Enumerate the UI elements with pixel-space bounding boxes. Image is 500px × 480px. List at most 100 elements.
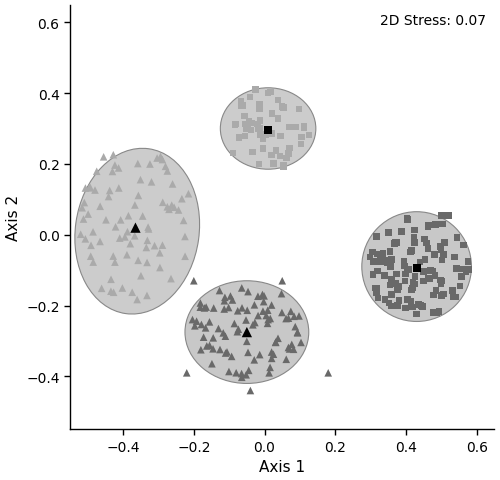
Point (243, 307, 251, 314)
Point (404, 296, 411, 304)
Point (241, 132, 249, 140)
Point (394, 283, 402, 291)
Point (184, 191, 192, 198)
Point (380, 257, 388, 265)
Point (449, 294, 457, 301)
Point (200, 304, 208, 312)
Point (435, 308, 443, 316)
Point (388, 291, 396, 299)
Point (209, 345, 217, 353)
Point (206, 342, 214, 349)
Point (229, 150, 237, 158)
Point (264, 307, 272, 314)
Point (228, 353, 235, 360)
Point (278, 290, 285, 298)
Point (256, 118, 264, 125)
Point (305, 132, 313, 140)
Point (429, 309, 437, 317)
Point (376, 255, 384, 263)
Point (242, 371, 250, 379)
Point (438, 278, 446, 286)
Point (431, 272, 439, 280)
Point (284, 315, 292, 323)
Point (110, 152, 118, 159)
Point (209, 334, 217, 342)
Point (402, 271, 409, 278)
Point (121, 234, 129, 241)
Point (220, 306, 228, 313)
Text: 2D Stress: 0.07: 2D Stress: 0.07 (380, 14, 486, 28)
Point (438, 292, 446, 300)
Point (112, 224, 120, 231)
Point (252, 86, 260, 94)
Point (251, 319, 259, 327)
Point (134, 257, 142, 264)
Point (286, 145, 294, 153)
Point (386, 248, 394, 256)
Point (392, 270, 400, 278)
Point (143, 259, 151, 267)
Point (444, 212, 452, 220)
Point (381, 296, 389, 304)
Point (134, 160, 142, 168)
Point (220, 297, 228, 305)
Point (286, 124, 294, 132)
Point (250, 301, 258, 309)
Point (168, 180, 176, 188)
Point (366, 253, 374, 261)
Point (197, 346, 205, 354)
Point (244, 367, 252, 374)
Point (164, 204, 172, 211)
Point (400, 263, 408, 270)
Point (158, 242, 166, 250)
Point (196, 304, 204, 312)
Point (268, 110, 276, 118)
Point (182, 369, 190, 377)
Point (256, 101, 264, 109)
Point (432, 221, 440, 229)
Point (231, 121, 239, 129)
Point (170, 204, 178, 212)
Point (378, 253, 386, 261)
Point (458, 273, 466, 281)
Point (407, 298, 415, 305)
Point (401, 277, 409, 285)
Point (146, 161, 154, 168)
Point (259, 308, 267, 315)
Point (440, 251, 448, 259)
Point (374, 295, 382, 302)
Point (424, 222, 432, 229)
Point (114, 165, 122, 172)
Point (123, 252, 131, 259)
Point (410, 239, 418, 247)
Point (247, 127, 255, 134)
Point (87, 242, 95, 250)
Point (165, 206, 173, 214)
Point (214, 325, 222, 333)
Point (324, 369, 332, 377)
Point (288, 341, 296, 348)
Point (237, 98, 245, 106)
Point (232, 121, 240, 129)
Point (266, 364, 274, 372)
Point (280, 162, 287, 170)
X-axis label: Axis 1: Axis 1 (259, 459, 306, 474)
Point (262, 132, 270, 139)
Point (98, 285, 106, 293)
Point (258, 291, 266, 299)
Point (255, 161, 263, 168)
Point (388, 256, 396, 264)
Point (394, 287, 402, 294)
Point (243, 329, 251, 336)
Point (424, 275, 432, 282)
Point (82, 185, 90, 192)
Point (264, 127, 272, 135)
Point (408, 304, 416, 312)
Point (260, 298, 268, 306)
Point (89, 228, 97, 236)
Point (164, 168, 172, 176)
Point (111, 162, 119, 169)
Point (118, 285, 126, 292)
Point (110, 289, 118, 297)
Point (268, 152, 276, 159)
